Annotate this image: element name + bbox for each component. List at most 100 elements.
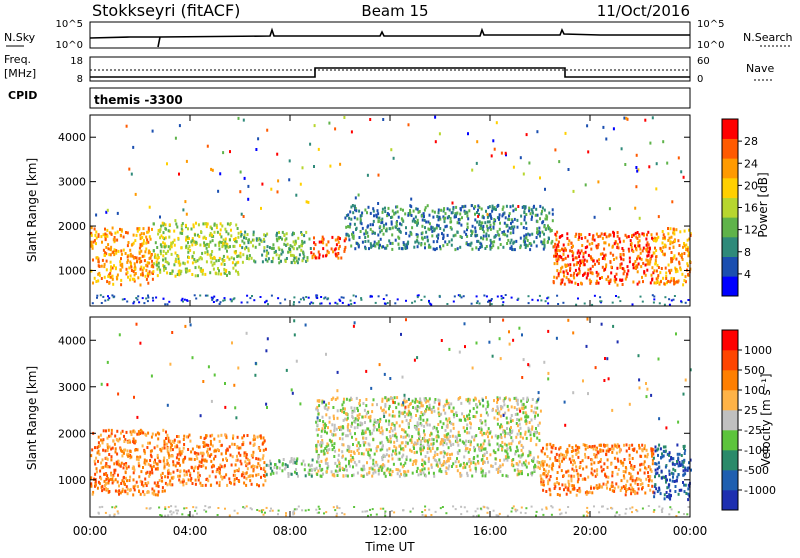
heatmap-cell	[363, 453, 365, 456]
heatmap-cell	[517, 399, 519, 402]
heatmap-cell	[293, 259, 295, 262]
heatmap-cell	[443, 207, 445, 210]
heatmap-cell	[419, 435, 421, 438]
heatmap-cell	[667, 280, 669, 283]
heatmap-cell	[139, 234, 141, 237]
heatmap-cell	[149, 471, 151, 474]
heatmap-cell	[295, 240, 297, 243]
heatmap-cell	[126, 467, 128, 470]
heatmap-cell	[276, 466, 278, 469]
heatmap-cell	[372, 459, 374, 462]
heatmap-cell	[121, 266, 123, 269]
heatmap-cell	[669, 280, 671, 283]
heatmap-cell	[656, 162, 658, 165]
heatmap-cell	[684, 445, 686, 448]
heatmap-cell	[112, 227, 114, 230]
heatmap-cell	[242, 253, 244, 256]
heatmap-cell	[380, 406, 382, 409]
heatmap-cell	[341, 410, 343, 413]
heatmap-cell	[563, 244, 565, 247]
heatmap-cell	[116, 438, 118, 441]
heatmap-cell	[617, 473, 619, 476]
heatmap-cell	[238, 452, 240, 455]
heatmap-cell	[505, 216, 507, 219]
heatmap-cell	[435, 140, 437, 143]
heatmap-cell	[572, 463, 574, 466]
heatmap-cell	[530, 212, 532, 215]
heatmap-cell	[396, 221, 398, 224]
heatmap-cell	[494, 148, 496, 151]
heatmap-cell	[104, 449, 106, 452]
heatmap-cell	[557, 493, 559, 496]
heatmap-cell	[323, 449, 325, 452]
heatmap-cell	[336, 428, 338, 431]
heatmap-cell	[124, 449, 126, 452]
heatmap-cell	[419, 469, 421, 472]
heatmap-cell	[103, 473, 105, 476]
heatmap-cell	[164, 489, 166, 492]
heatmap-cell	[540, 240, 542, 243]
heatmap-cell	[320, 450, 322, 453]
heatmap-cell	[200, 230, 202, 233]
heatmap-cell	[350, 300, 352, 302]
heatmap-cell	[393, 445, 395, 448]
heatmap-cell	[249, 442, 251, 445]
heatmap-cell	[446, 433, 448, 436]
heatmap-cell	[247, 434, 249, 437]
heatmap-cell	[504, 222, 506, 225]
heatmap-cell	[101, 485, 103, 488]
heatmap-cell	[433, 442, 435, 445]
heatmap-cell	[308, 297, 310, 299]
heatmap-cell	[682, 283, 684, 286]
heatmap-cell	[530, 431, 532, 434]
heatmap-cell	[189, 458, 191, 461]
heatmap-cell	[108, 453, 110, 456]
heatmap-cell	[364, 409, 366, 412]
heatmap-cell	[321, 302, 323, 304]
heatmap-cell	[657, 454, 659, 457]
heatmap-cell	[631, 246, 633, 249]
heatmap-cell	[379, 244, 381, 247]
heatmap-cell	[171, 476, 173, 479]
heatmap-cell	[668, 264, 670, 267]
heatmap-cell	[492, 409, 494, 412]
heatmap-cell	[395, 447, 397, 450]
heatmap-cell	[340, 428, 342, 431]
heatmap-cell	[447, 467, 449, 470]
heatmap-cell	[637, 231, 639, 234]
heatmap-cell	[278, 236, 280, 239]
heatmap-cell	[294, 471, 296, 474]
heatmap-cell	[522, 437, 524, 440]
heatmap-cell	[121, 253, 123, 256]
heatmap-cell	[268, 464, 270, 467]
heatmap-cell	[537, 214, 539, 217]
heatmap-cell	[94, 239, 96, 242]
heatmap-cell	[480, 420, 482, 423]
heatmap-cell	[539, 235, 541, 238]
heatmap-cell	[221, 444, 223, 447]
heatmap-cell	[558, 241, 560, 244]
heatmap-cell	[260, 434, 262, 437]
heatmap-cell	[237, 227, 239, 230]
heatmap-cell	[137, 485, 139, 488]
heatmap-cell	[439, 216, 441, 219]
heatmap-cell	[610, 271, 612, 274]
heatmap-cell	[687, 467, 689, 470]
heatmap-cell	[452, 211, 454, 214]
heatmap-cell	[648, 254, 650, 257]
heatmap-cell	[533, 411, 535, 414]
heatmap-cell	[451, 465, 453, 468]
heatmap-cell	[648, 250, 650, 253]
heatmap-cell	[385, 419, 387, 422]
heatmap-cell	[96, 470, 98, 473]
heatmap-cell	[254, 443, 256, 446]
heatmap-cell	[350, 458, 352, 461]
heatmap-cell	[130, 275, 132, 278]
heatmap-cell	[566, 453, 568, 456]
heatmap-cell	[355, 464, 357, 467]
heatmap-cell	[577, 475, 579, 478]
heatmap-cell	[408, 435, 410, 438]
heatmap-cell	[175, 464, 177, 467]
heatmap-cell	[584, 259, 586, 262]
heatmap-cell	[326, 470, 328, 473]
